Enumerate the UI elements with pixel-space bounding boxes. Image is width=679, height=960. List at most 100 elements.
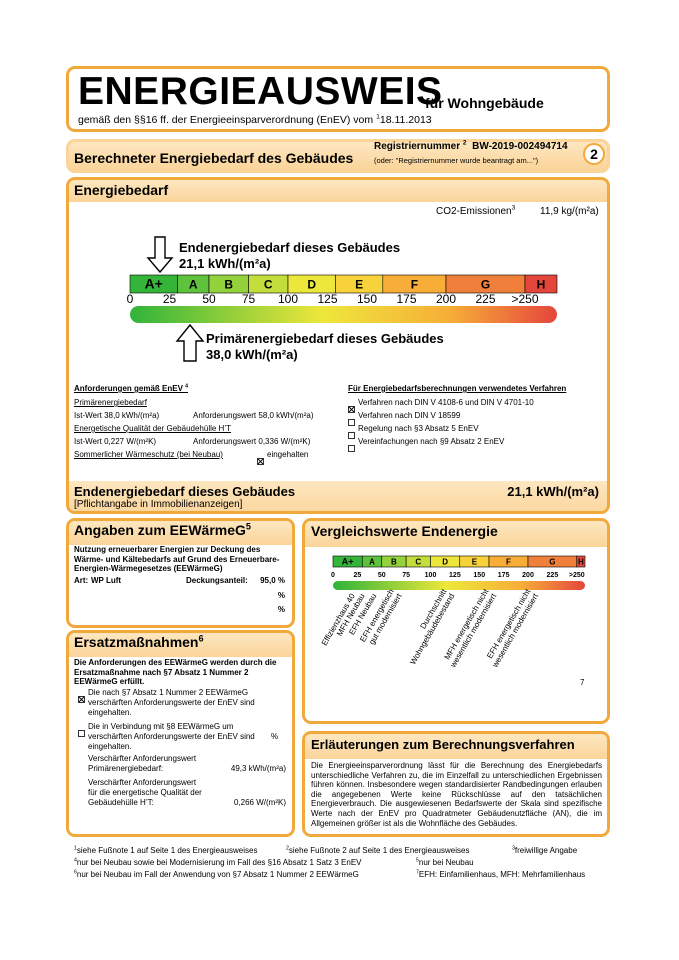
- ersatz-heading: Ersatzmaßnahmen6: [74, 634, 204, 650]
- req-envelope-req: Anforderungswert 0,336 W/(m²K): [193, 437, 311, 446]
- tick-label: 125: [449, 572, 461, 579]
- footnote: 1siehe Fußnote 1 auf Seite 1 des Energie…: [74, 846, 257, 855]
- primary-arrow: [175, 323, 205, 362]
- page-number: 2: [583, 143, 605, 165]
- req-summer-heading: Sommerlicher Wärmeschutz (bei Neubau): [74, 450, 223, 459]
- req-heading-text: Anforderungen gemäß EnEV: [74, 384, 183, 393]
- option-text: Die in Verbindung mit §8 EEWärmeG um ver…: [88, 722, 255, 751]
- summary-value: 21,1 kWh/(m²a): [507, 484, 599, 499]
- req-primary-actual: Ist-Wert 38,0 kWh/(m²a): [74, 411, 160, 420]
- checkbox-icon: [78, 730, 85, 737]
- tick-label: 175: [498, 572, 510, 579]
- legal-date: 18.11.2013: [379, 114, 432, 126]
- co2: CO2-Emissionen3: [436, 204, 516, 217]
- footnote-mark: 4: [74, 857, 77, 864]
- class-label: A: [189, 277, 198, 291]
- class-label: A+: [145, 276, 163, 291]
- tick-label: >250: [569, 572, 585, 579]
- gradient-bar: [333, 581, 585, 590]
- footnote: 6nur bei Neubau im Fall der Anwendung vo…: [74, 870, 359, 879]
- ersatz-intro: Die Anforderungen des EEWärmeG werden du…: [74, 658, 277, 686]
- class-segment: [576, 555, 586, 568]
- ersatz-note: 6: [198, 633, 204, 644]
- legal-text: gemäß den §§16 ff. der Energieeinsparver…: [78, 114, 374, 126]
- comparison-box: [302, 518, 610, 724]
- checkbox: [257, 452, 264, 465]
- title: ENERGIEAUSWEIS: [78, 70, 443, 113]
- class-label: A+: [342, 556, 354, 566]
- class-segment: [524, 274, 558, 294]
- reg-number: BW-2019-002494714: [472, 141, 568, 152]
- tick-label: 50: [378, 572, 386, 579]
- req-heading: Anforderungen gemäß EnEV 4: [74, 384, 188, 393]
- comparison-note: 7: [580, 678, 585, 687]
- energy-band: [69, 180, 607, 202]
- footnote: 5nur bei Neubau: [416, 858, 474, 867]
- class-label: D: [307, 277, 316, 291]
- end-arrow: [146, 236, 174, 274]
- option-text: Die nach §7 Absatz 1 Nummer 2 EEWärmeG v…: [88, 688, 255, 717]
- share-value: 95,0 %: [260, 576, 285, 585]
- footnote-mark: 5: [416, 857, 419, 864]
- footnote-text: siehe Fußnote 1 auf Seite 1 des Energiea…: [76, 846, 258, 855]
- req-envelope-actual: Ist-Wert 0,227 W/(m²K): [74, 437, 157, 446]
- class-label: F: [506, 557, 511, 566]
- req-primary-req: Anforderungswert 58,0 kWh/(m²a): [193, 411, 314, 420]
- checkbox: [348, 426, 355, 439]
- share-value: %: [277, 605, 285, 614]
- footnote-text: siehe Fußnote 2 auf Seite 1 des Energiea…: [288, 846, 470, 855]
- tick-label: 25: [163, 292, 177, 306]
- energy-box: [66, 177, 610, 514]
- class-label: G: [481, 277, 490, 291]
- checkbox-frame: [348, 419, 355, 426]
- footnote-text: freiwillige Angabe: [514, 846, 578, 855]
- footnote-text: nur bei Neubau sowie bei Modernisierung …: [76, 858, 362, 867]
- checkbox-icon: [78, 696, 85, 703]
- checkbox-icon: [348, 445, 355, 452]
- end-value: 21,1 kWh/(m²a): [179, 256, 271, 271]
- subtitle: für Wohngebäude: [425, 95, 544, 111]
- explanation-box: [302, 731, 610, 837]
- class-label: H: [578, 557, 584, 566]
- class-label: B: [391, 557, 397, 566]
- tick-label: 50: [202, 292, 216, 306]
- method-text: Vereinfachungen nach §9 Absatz 2 EnEV: [358, 437, 505, 446]
- tick-label: 100: [425, 572, 437, 579]
- checkbox-cross: [257, 458, 264, 465]
- legal: gemäß den §§16 ff. der Energieeinsparver…: [78, 114, 432, 126]
- tick-label: 75: [402, 572, 410, 579]
- method-text: Regelung nach §3 Absatz 5 EnEV: [358, 424, 479, 433]
- energy-heading: Energiebedarf: [74, 182, 169, 198]
- checkbox: [348, 400, 355, 413]
- share-value: %: [277, 590, 285, 600]
- summary-note: [Pflichtangabe in Immobilienanzeigen]: [74, 499, 243, 510]
- tick-label: >250: [511, 292, 538, 306]
- primary-label: Primärenergiebedarf dieses Gebäudes: [206, 331, 444, 346]
- req-envelope-heading: Energetische Qualität der Gebäudehülle H…: [74, 424, 231, 433]
- value-label: Verschärfter Anforderungswert Primärener…: [88, 754, 197, 773]
- footnote: 2siehe Fußnote 2 auf Seite 1 des Energie…: [286, 846, 469, 855]
- footnote-mark: 6: [74, 869, 77, 876]
- tick-label: 25: [353, 572, 361, 579]
- co2-note: 3: [511, 204, 516, 212]
- tick-label: 125: [317, 292, 337, 306]
- footnote-text: EFH: Einfamilienhaus, MFH: Mehrfamilienh…: [418, 870, 586, 879]
- class-label: D: [442, 557, 448, 566]
- checkbox: [348, 439, 355, 452]
- reg-label: Registriernummer: [374, 141, 461, 152]
- legal-note: 1: [376, 113, 380, 121]
- tick-label: 150: [473, 572, 485, 579]
- tick-label: 225: [547, 572, 559, 579]
- reg: Registriernummer 2 BW-2019-002494714: [374, 140, 568, 152]
- checkbox-icon: [348, 419, 355, 426]
- class-label: E: [472, 557, 478, 566]
- primary-value: 38,0 kWh/(m²a): [206, 347, 298, 362]
- share-label: Deckungsanteil:: [186, 576, 248, 585]
- art-value: WP Luft: [91, 576, 122, 585]
- checkbox-frame: [348, 432, 355, 439]
- tick-label: 0: [127, 292, 134, 306]
- gradient-bar: [130, 306, 557, 323]
- tick-label: 175: [396, 292, 416, 306]
- tick-label: 0: [331, 572, 335, 579]
